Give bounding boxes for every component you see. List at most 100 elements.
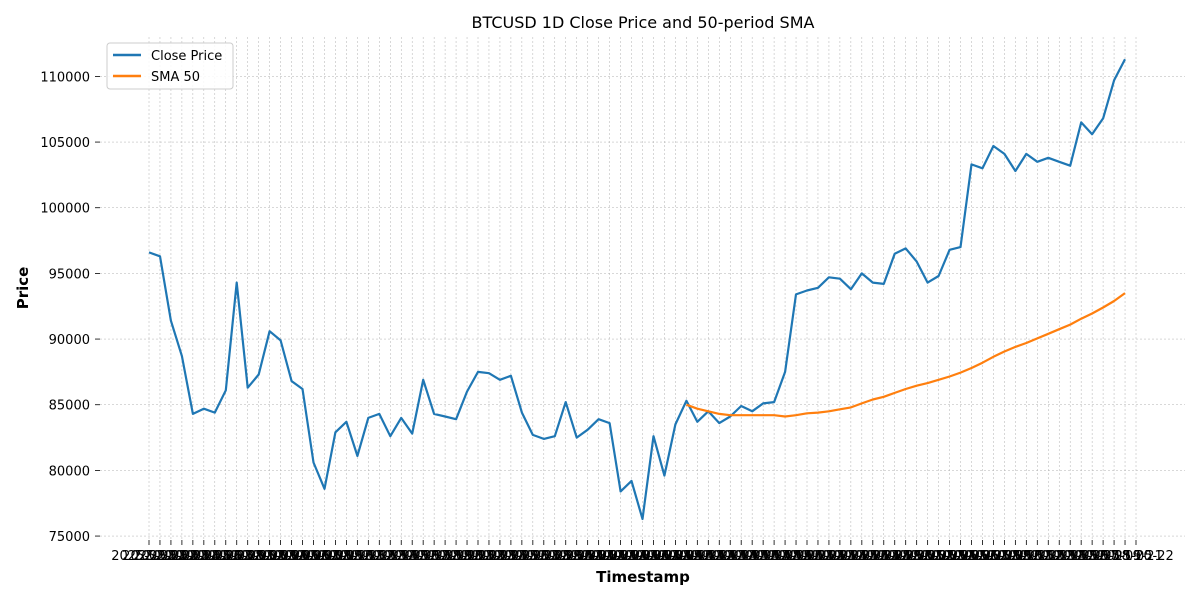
- x-tick-label: 2025-04-21: [758, 549, 834, 564]
- series-lines: [148, 58, 1126, 521]
- series-line-close-price: [148, 58, 1126, 521]
- x-tick-label: 2025-05-10: [967, 549, 1043, 564]
- x-tick-label: 2025-02-25: [155, 549, 231, 564]
- series-line-sma-50: [686, 292, 1126, 418]
- y-tick-label: 105000: [40, 136, 90, 151]
- x-tick-label: 2025-05-07: [934, 549, 1010, 564]
- x-tick-label: 2025-04-07: [605, 549, 681, 564]
- x-tick-label: 2025-03-30: [517, 549, 593, 564]
- x-axis-label: Timestamp: [596, 568, 690, 586]
- x-tick-label: 2025-03-29: [506, 549, 582, 564]
- x-tick-label: 2025-04-11: [649, 549, 725, 564]
- x-tick-label: 2025-04-09: [627, 549, 703, 564]
- x-tick-label: 2025-05-02: [879, 549, 955, 564]
- y-tick-label: 75000: [49, 530, 90, 545]
- x-tick-label: 2025-03-11: [309, 549, 385, 564]
- x-tick-label: 2025-04-16: [703, 549, 779, 564]
- x-tick-label: 2025-05-14: [1010, 549, 1086, 564]
- x-tick-label: 2025-05-17: [1043, 549, 1119, 564]
- x-tick-label: 2025-03-12: [320, 549, 396, 564]
- y-tick-label: 95000: [49, 267, 90, 282]
- x-tick-label: 2025-03-23: [440, 549, 516, 564]
- x-tick-label: 2025-05-01: [868, 549, 944, 564]
- x-tick-label: 2025-03-08: [276, 549, 352, 564]
- x-tick-label: 2025-03-10: [298, 549, 374, 564]
- y-tick-label: 90000: [49, 333, 90, 348]
- legend: Close Price SMA 50: [106, 42, 234, 90]
- x-tick-label: 2025-05-15: [1021, 549, 1097, 564]
- legend-label-close-price: Close Price: [151, 49, 222, 64]
- x-tick-label: 2025-03-20: [407, 549, 483, 564]
- x-tick-label: 2025-04-06: [594, 549, 670, 564]
- x-tick-label: 2025-05-21: [1087, 549, 1163, 564]
- y-tick-label: 100000: [40, 202, 90, 217]
- x-tick-label: 2025-03-18: [385, 549, 461, 564]
- x-tick-label: 2025-04-19: [736, 549, 812, 564]
- x-tick-label: 2025-03-17: [374, 549, 450, 564]
- y-ticks: 75000 80000 85000 90000 95000 100000 105000 110…: [40, 70, 100, 545]
- x-tick-label: 2025-03-26: [473, 549, 549, 564]
- x-tick-label: 2025-03-13: [331, 549, 407, 564]
- x-tick-label: 2025-05-12: [989, 549, 1065, 564]
- x-tick-label: 2025-04-10: [638, 549, 714, 564]
- x-tick-label: 2025-05-05: [912, 549, 988, 564]
- x-tick-label: 2025-03-21: [418, 549, 494, 564]
- x-tick-label: 2025-04-26: [813, 549, 889, 564]
- x-tick-label: 2025-02-22: [122, 549, 198, 564]
- x-tick-label: 2025-02-27: [177, 549, 253, 564]
- x-tick-label: 2025-03-27: [484, 549, 560, 564]
- y-tick-label: 110000: [40, 70, 90, 85]
- x-tick-label: 2025-03-16: [363, 549, 439, 564]
- x-tick-label: 2025-04-18: [725, 549, 801, 564]
- x-tick-label: 2025-04-23: [780, 549, 856, 564]
- x-tick-label: 2025-05-13: [1000, 549, 1076, 564]
- x-tick-label: 2025-03-07: [265, 549, 341, 564]
- x-tick-label: 2025-04-13: [671, 549, 747, 564]
- x-tick-label: 2025-04-24: [791, 549, 867, 564]
- x-tick-label: 2025-03-31: [528, 549, 604, 564]
- x-tick-label: 2025-05-03: [890, 549, 966, 564]
- x-tick-label: 2025-05-06: [923, 549, 999, 564]
- x-tick-label: 2025-04-08: [616, 549, 692, 564]
- x-tick-label: 2025-03-14: [342, 549, 418, 564]
- x-tick-label: 2025-04-12: [660, 549, 736, 564]
- x-tick-label: 2025-04-28: [835, 549, 911, 564]
- x-tick-label: 2025-04-30: [857, 549, 933, 564]
- x-tick-label: 2025-04-03: [561, 549, 637, 564]
- x-tick-label: 2025-04-01: [539, 549, 615, 564]
- x-tick-label: 2025-03-03: [221, 549, 297, 564]
- x-tick-label: 2025-02-26: [166, 549, 242, 564]
- x-tick-label: 2025-04-14: [681, 549, 757, 564]
- x-tick-label: 2025-03-19: [396, 549, 472, 564]
- legend-label-sma-50: SMA 50: [151, 70, 200, 85]
- x-tick-label: 2025-04-27: [824, 549, 900, 564]
- x-tick-label: 2025-02-24: [144, 549, 220, 564]
- x-tick-label: 2025-04-25: [802, 549, 878, 564]
- x-ticks: 2025-02-212025-02-222025-02-232025-02-24…: [111, 540, 1174, 564]
- x-tick-label: 2025-03-09: [287, 549, 363, 564]
- x-tick-label: 2025-05-09: [956, 549, 1032, 564]
- grid: [100, 37, 1185, 540]
- x-tick-label: 2025-05-11: [978, 549, 1054, 564]
- x-tick-label: 2025-03-05: [243, 549, 319, 564]
- x-tick-label: 2025-04-02: [550, 549, 626, 564]
- x-tick-label: 2025-04-20: [747, 549, 823, 564]
- x-tick-label: 2025-04-17: [714, 549, 790, 564]
- x-tick-label: 2025-02-21: [111, 549, 187, 564]
- x-tick-label: 2025-03-22: [429, 549, 505, 564]
- chart-title: BTCUSD 1D Close Price and 50-period SMA: [472, 13, 815, 32]
- x-tick-label: 2025-05-19: [1065, 549, 1141, 564]
- x-tick-label: 2025-03-01: [199, 549, 275, 564]
- x-tick-label: 2025-03-25: [462, 549, 538, 564]
- y-axis-label: Price: [14, 267, 32, 310]
- x-tick-label: 2025-03-06: [254, 549, 330, 564]
- x-tick-label: 2025-04-29: [846, 549, 922, 564]
- x-tick-label: 2025-05-16: [1032, 549, 1108, 564]
- y-tick-label: 80000: [49, 464, 90, 479]
- x-tick-label: 2025-02-28: [188, 549, 264, 564]
- x-tick-label: 2025-04-22: [769, 549, 845, 564]
- x-tick-label: 2025-05-04: [901, 549, 977, 564]
- x-tick-label: 2025-05-20: [1076, 549, 1152, 564]
- x-tick-label: 2025-04-05: [583, 549, 659, 564]
